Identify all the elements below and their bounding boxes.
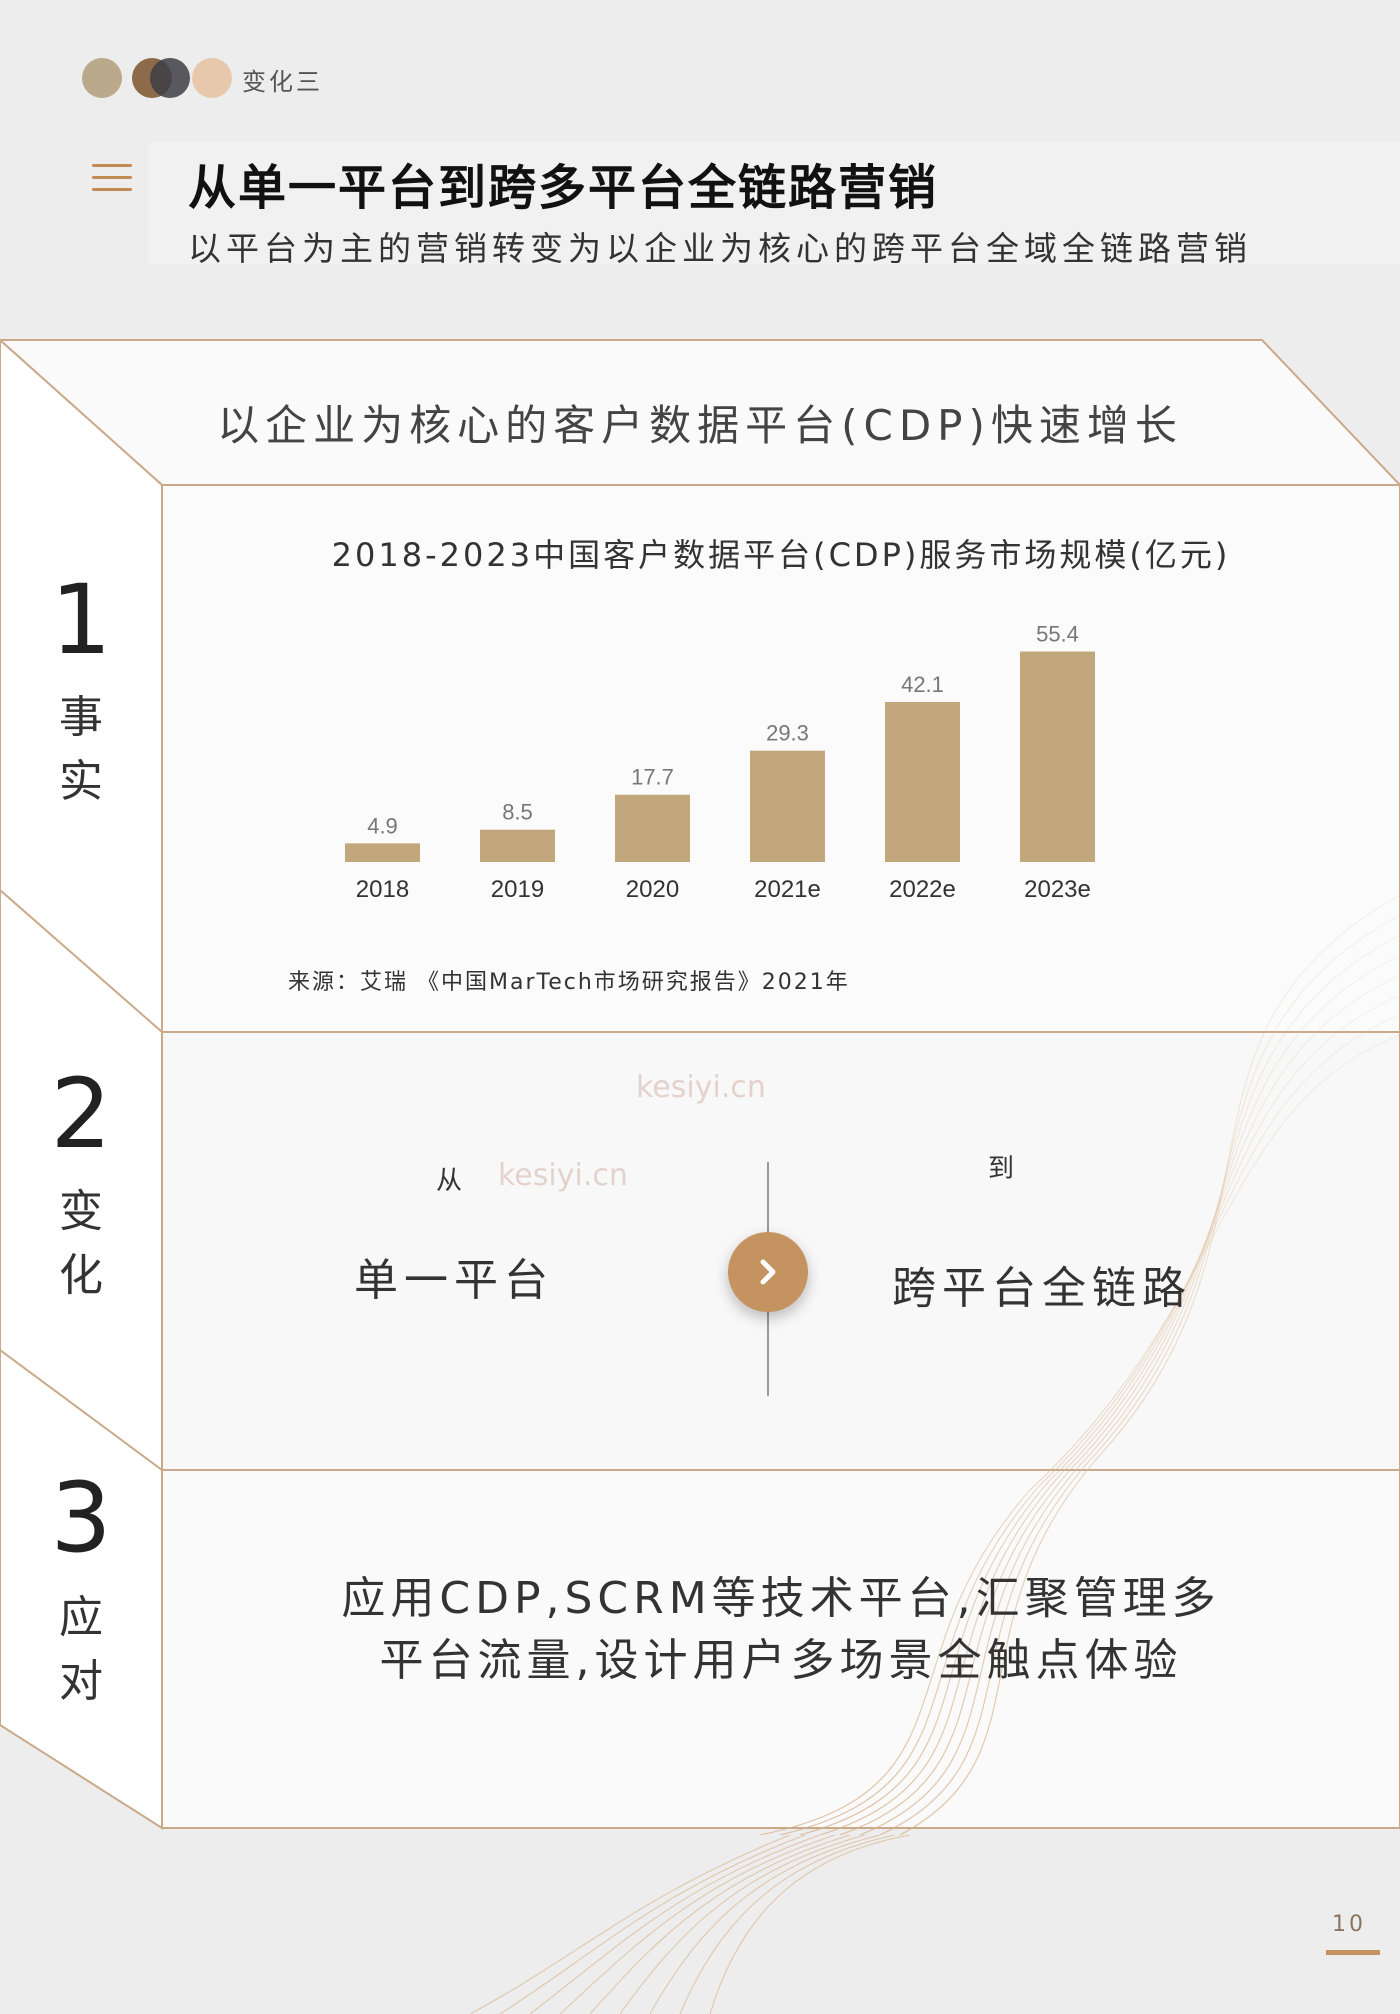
title-plate <box>148 142 1400 264</box>
chevron-right-icon <box>760 1259 776 1285</box>
side-label-response: 应 对 <box>0 1586 162 1714</box>
x-tick-label: 2019 <box>491 876 544 903</box>
from-text: 单一平台 <box>354 1255 554 1306</box>
section-dots <box>82 58 242 100</box>
bar-2019 <box>480 829 555 862</box>
side-label-char: 变 <box>59 1186 103 1237</box>
watermark: kesiyi.cn <box>636 1070 766 1105</box>
side-label-char: 应 <box>59 1592 103 1643</box>
dot-1 <box>82 58 122 98</box>
page-number: 10 <box>1332 1912 1366 1937</box>
bar-2018 <box>345 843 420 862</box>
x-tick-label: 2018 <box>356 876 409 903</box>
action-line-2: 平台流量,设计用户多场景全触点体验 <box>379 1635 1183 1686</box>
to-label: 到 <box>988 1154 1015 1184</box>
side-label-fact: 事 实 <box>0 686 162 814</box>
page-subtitle: 以平台为主的营销转变为以企业为核心的跨平台全域全链路营销 <box>188 229 1252 268</box>
menu-icon[interactable] <box>92 164 132 194</box>
x-tick-label: 2020 <box>626 876 679 903</box>
page-title: 从单一平台到跨多平台全链路营销 <box>188 160 939 216</box>
from-label: 从 <box>436 1166 463 1196</box>
bar-2022e <box>885 702 960 862</box>
x-tick-label: 2021e <box>754 876 821 903</box>
bar-chart-svg: 4.9 2018 8.5 2019 17.7 2020 29.3 2021e 42.1 2022e… <box>345 621 1095 903</box>
chart-source: 来源：艾瑞 《中国MarTech市场研究报告》2021年 <box>288 970 850 995</box>
dot-2-overlap <box>150 58 190 98</box>
data-label: 17.7 <box>631 765 674 790</box>
section-tag: 变化三 <box>242 68 323 96</box>
data-label: 8.5 <box>502 800 533 825</box>
decorative-curves <box>469 1835 911 2014</box>
bar-2021e <box>750 750 825 862</box>
bar-chart: 4.9 2018 8.5 2019 17.7 2020 29.3 2021e 42.1 2022e… <box>330 600 1130 910</box>
side-label-char: 事 <box>59 692 103 743</box>
side-label-char: 对 <box>59 1656 103 1707</box>
side-number-2: 2 <box>50 1058 112 1170</box>
chart-title: 2018-2023中国客户数据平台(CDP)服务市场规模(亿元) <box>331 536 1231 574</box>
side-number-1: 1 <box>50 564 112 676</box>
action-line-1: 应用CDP,SCRM等技术平台,汇聚管理多 <box>341 1573 1221 1624</box>
watermark: kesiyi.cn <box>498 1158 628 1193</box>
side-label-char: 实 <box>59 756 103 807</box>
x-tick-label: 2023e <box>1024 876 1091 903</box>
arrow-button[interactable] <box>728 1232 808 1312</box>
data-label: 42.1 <box>901 672 944 697</box>
bar-2023e <box>1020 651 1095 862</box>
dot-3 <box>192 58 232 98</box>
page-number-underline <box>1326 1950 1380 1955</box>
data-label: 4.9 <box>367 813 398 838</box>
side-label-char: 化 <box>59 1250 103 1301</box>
to-text: 跨平台全链路 <box>892 1263 1192 1314</box>
side-number-3: 3 <box>50 1462 112 1574</box>
data-label: 29.3 <box>766 721 809 746</box>
fact-heading: 以企业为核心的客户数据平台(CDP)快速增长 <box>217 401 1183 450</box>
data-label: 55.4 <box>1036 621 1079 646</box>
side-label-change: 变 化 <box>0 1180 162 1308</box>
bar-2020 <box>615 794 690 862</box>
x-tick-label: 2022e <box>889 876 956 903</box>
